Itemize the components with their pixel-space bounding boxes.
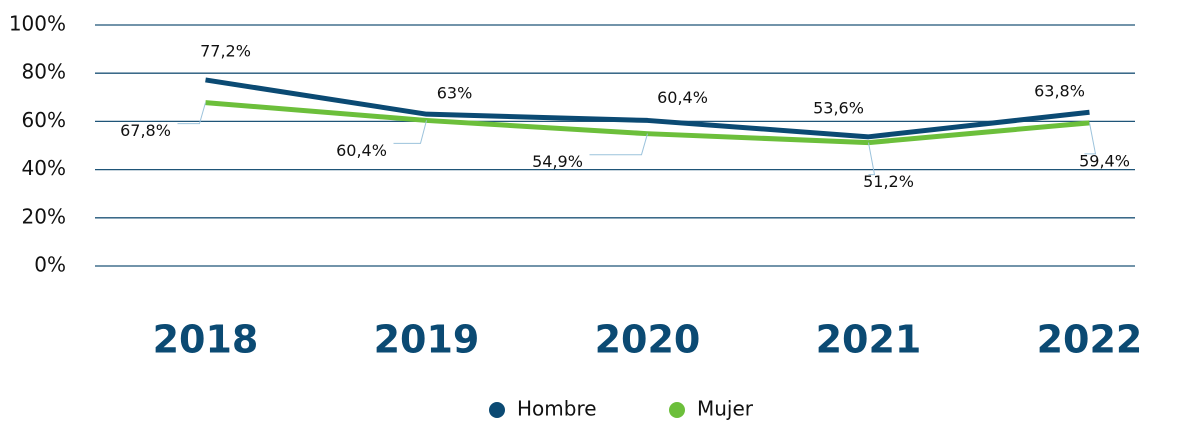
data-label: 54,9% (532, 152, 583, 171)
data-label: 53,6% (813, 98, 864, 117)
x-tick-label: 2019 (374, 318, 480, 362)
x-tick-label: 2018 (153, 318, 259, 362)
data-label: 63,8% (1034, 82, 1085, 101)
x-tick-label: 2022 (1037, 318, 1143, 362)
leader-line (589, 133, 648, 156)
data-label: 60,4% (657, 88, 708, 107)
y-tick-label: 0% (34, 253, 66, 277)
leader-line (868, 142, 876, 176)
leader-line (393, 120, 427, 144)
data-label: 67,8% (120, 121, 171, 140)
leader-line (177, 102, 206, 125)
y-tick-label: 100% (9, 12, 66, 36)
series-line (205, 77, 1090, 140)
legend-marker (489, 402, 505, 418)
data-label: 60,4% (336, 141, 387, 160)
legend-label: Hombre (517, 397, 597, 421)
y-tick-label: 20% (22, 204, 66, 228)
leader-line (1084, 122, 1097, 155)
y-tick-label: 80% (22, 60, 66, 84)
x-tick-label: 2021 (816, 318, 922, 362)
y-tick-label: 40% (22, 156, 66, 180)
data-label: 77,2% (200, 41, 251, 60)
legend-label: Mujer (697, 397, 754, 421)
legend-marker (669, 402, 685, 418)
y-tick-label: 60% (22, 108, 66, 132)
x-tick-label: 2020 (595, 318, 701, 362)
data-label: 51,2% (863, 172, 914, 191)
data-label: 63% (437, 84, 473, 103)
data-label: 59,4% (1079, 151, 1130, 170)
